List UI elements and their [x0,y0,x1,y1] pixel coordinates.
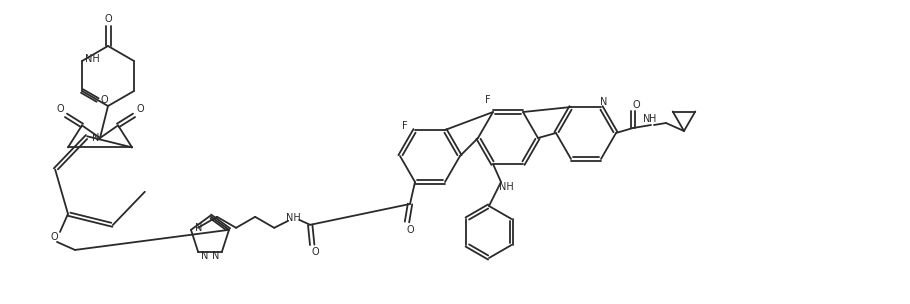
Text: O: O [311,247,319,257]
Text: F: F [485,95,490,105]
Text: H: H [650,114,657,124]
Text: NH: NH [286,213,300,223]
Text: NH: NH [85,54,99,64]
Text: N: N [196,223,203,233]
Text: N: N [200,251,207,261]
Text: NH: NH [499,182,513,192]
Text: O: O [104,14,112,24]
Text: N: N [212,251,219,261]
Text: O: O [56,104,64,114]
Text: O: O [50,232,58,242]
Text: O: O [101,95,108,105]
Text: N: N [601,97,608,107]
Text: O: O [136,104,144,114]
Text: N: N [643,114,651,124]
Text: O: O [632,100,640,110]
Text: F: F [402,121,408,131]
Text: N: N [92,133,100,143]
Text: O: O [406,225,414,235]
